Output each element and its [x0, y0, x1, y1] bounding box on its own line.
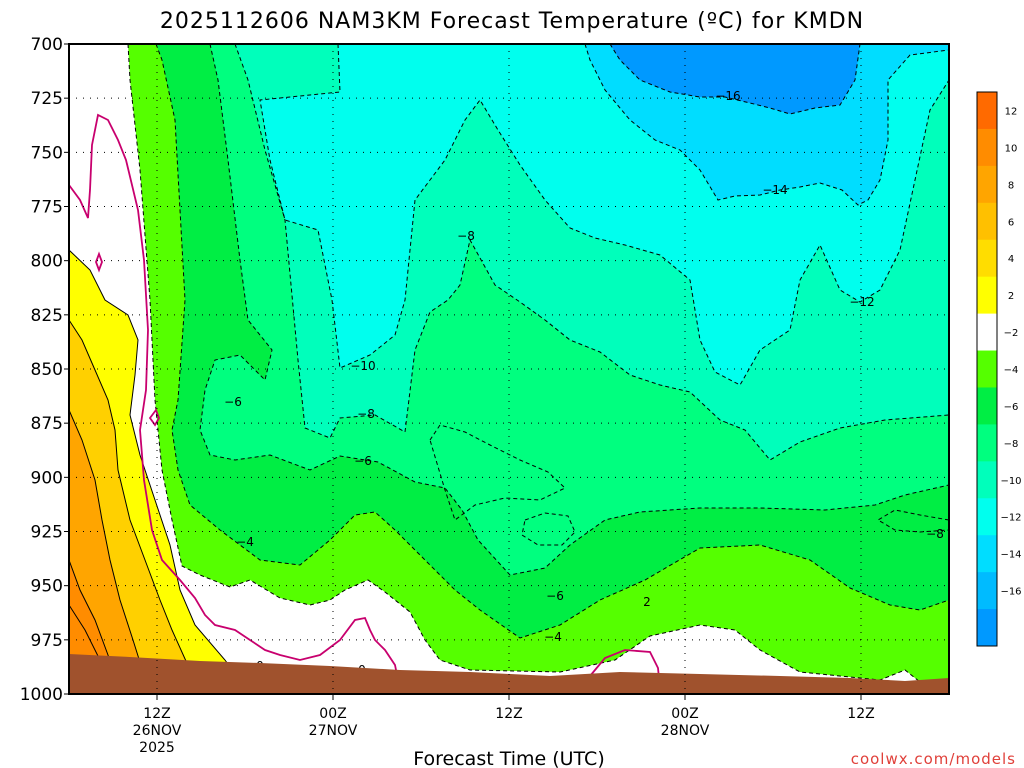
colorbar-tick-label: −16 [1000, 587, 1021, 598]
colorbar-swatch [977, 128, 997, 167]
contour-4 [69, 319, 206, 694]
y-tick-label: 900 [31, 468, 63, 488]
colorbar-swatch [977, 535, 997, 573]
plot-area: −16 −14 −12 −10 −8 −8 −8 −6 −6 −6 −4 −4 … [69, 44, 949, 694]
y-tick-label: 800 [31, 252, 63, 272]
colorbar-swatch [977, 461, 997, 499]
contour-zero-main [69, 113, 401, 691]
x-axis-label: Forecast Time (UTC) [413, 748, 604, 768]
y-tick-label: 700 [31, 35, 63, 55]
y-tick-label: 875 [31, 414, 63, 434]
colorbar-swatch [977, 609, 997, 647]
x-tick-label: 2025 [139, 740, 175, 756]
colorbar-tick-label: 6 [1008, 217, 1014, 228]
contour-label: −16 [715, 89, 740, 103]
contour-minus4 [155, 44, 949, 639]
contour-label: 2 [643, 595, 651, 609]
colorbar-swatch [977, 239, 997, 278]
colorbar-swatch [977, 313, 997, 352]
y-axis: 700 725 750 775 800 825 850 875 900 925 950 975 1000 [20, 35, 69, 705]
band-minus14-minus16 [610, 44, 860, 114]
contour-minus10 [259, 44, 949, 386]
contour-minus8-island [521, 512, 576, 546]
colorbar-swatch [977, 165, 997, 204]
contour-minus12 [584, 44, 949, 206]
contour-minus6 [199, 44, 949, 576]
colorbar-tick-label: −10 [1000, 476, 1021, 487]
contour-label: −8 [357, 407, 375, 421]
y-tick-label: 825 [31, 306, 63, 326]
negative-contours [127, 44, 949, 694]
y-tick-label: 750 [31, 143, 63, 163]
contour-minus8-right [877, 509, 949, 533]
contour-label: −6 [546, 589, 564, 603]
chart-title: 2025112606 NAM3KM Forecast Temperature (… [160, 9, 864, 34]
contour-label: −12 [849, 295, 874, 309]
contour-label: −4 [544, 630, 562, 644]
contour-zero-loop1 [95, 251, 103, 273]
contour-minus14 [609, 44, 861, 115]
contour-label: −10 [350, 359, 375, 373]
contour-label: −4 [236, 535, 254, 549]
x-tick-label: 12Z [847, 706, 874, 722]
colorbar-frame [976, 91, 998, 647]
contour-6 [69, 409, 151, 694]
colorbar-tick-label: −4 [1004, 365, 1019, 376]
colorbar-tick-label: −2 [1004, 328, 1019, 339]
colorbar-swatch [977, 572, 997, 610]
colorbar-tick-label: −14 [1000, 550, 1021, 561]
contour-label: −6 [354, 454, 372, 468]
colorbar-swatch [977, 276, 997, 315]
colorbar-tick-label: −8 [1004, 439, 1019, 450]
colorbar-swatch [977, 387, 997, 425]
contour-minus8 [234, 44, 949, 461]
contour-label: −8 [457, 229, 475, 243]
colorbar-swatch [977, 350, 997, 388]
credit: coolwx.com/models [851, 750, 1016, 768]
y-tick-label: 950 [31, 577, 63, 597]
contour-zero-loop3 [589, 649, 661, 689]
colorbar-tick-label: 4 [1008, 254, 1014, 265]
x-tick-label: 28NOV [661, 723, 710, 739]
y-tick-label: 975 [31, 631, 63, 651]
colorbar-tick-label: 12 [1005, 106, 1018, 117]
x-tick-label: 27NOV [309, 723, 358, 739]
x-tick-label: 00Z [671, 706, 698, 722]
x-tick-label: 26NOV [133, 723, 182, 739]
contour-minus2 [127, 44, 949, 694]
contour-minus6-bump [429, 424, 566, 521]
contour-label: −14 [762, 183, 787, 197]
colorbar-swatch [977, 498, 997, 536]
y-tick-label: 850 [31, 360, 63, 380]
colorbar-swatch [977, 92, 997, 130]
colorbar-swatch [977, 202, 997, 241]
colorbar-tick-label: 2 [1008, 291, 1014, 302]
x-tick-label: 12Z [143, 706, 170, 722]
y-tick-label: 925 [31, 523, 63, 543]
colorbar-tick-label: 8 [1008, 180, 1014, 191]
x-tick-label: 12Z [495, 706, 522, 722]
contour-label: −6 [224, 395, 242, 409]
x-tick-label: 00Z [319, 706, 346, 722]
y-tick-label: 1000 [20, 685, 63, 705]
colorbar-tick-label: −12 [1000, 513, 1021, 524]
positive-contours [69, 249, 251, 694]
colorbar: 12 10 8 6 4 2 −2 −4 −6 −8 −10 −12 −14 −16 [976, 91, 1022, 647]
contour-label: −8 [926, 527, 944, 541]
freezing-contours [69, 113, 661, 691]
colorbar-tick-label: 10 [1005, 143, 1018, 154]
y-tick-label: 725 [31, 89, 63, 109]
contour-2 [69, 249, 251, 694]
colorbar-swatch [977, 424, 997, 462]
colorbar-tick-label: −6 [1004, 402, 1019, 413]
y-tick-label: 775 [31, 198, 63, 218]
